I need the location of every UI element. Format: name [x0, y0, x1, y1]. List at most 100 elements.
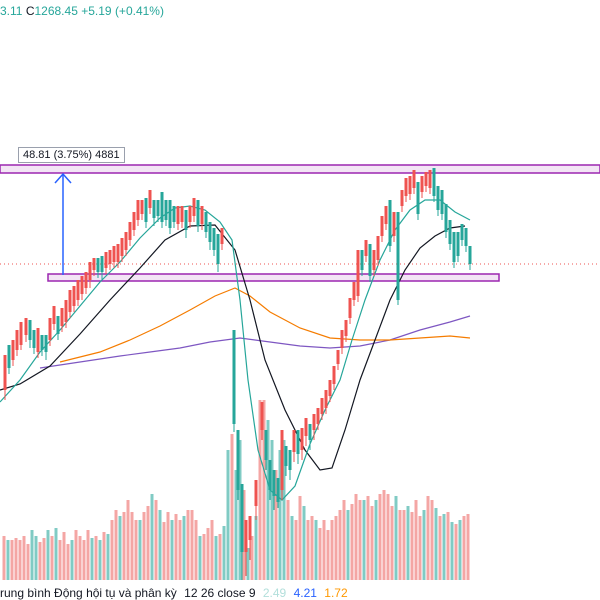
candle	[316, 408, 320, 430]
candle	[120, 238, 124, 262]
candle	[48, 318, 52, 346]
candle	[44, 335, 48, 360]
volume-bar	[146, 506, 150, 580]
candle	[424, 172, 428, 192]
candle	[384, 206, 388, 230]
volume-bar	[318, 528, 322, 580]
candle	[264, 430, 268, 470]
volume-bar	[194, 520, 198, 580]
close-value: 1268.45	[34, 4, 78, 18]
candle	[108, 250, 112, 270]
candle	[180, 206, 184, 228]
volume-bar	[206, 528, 210, 580]
candle	[236, 430, 240, 500]
volume-bar	[10, 540, 14, 580]
volume-bar	[410, 512, 414, 580]
candle	[124, 232, 128, 256]
volume-bar	[130, 512, 134, 580]
candle	[372, 250, 376, 276]
volume-bar	[58, 540, 62, 580]
volume-bar	[138, 520, 142, 580]
indicator-params: 12 26 close 9	[184, 586, 256, 600]
volume-bar	[290, 516, 294, 580]
candle	[72, 286, 76, 312]
candle	[400, 190, 404, 212]
volume-bar	[254, 516, 258, 580]
volume-bar	[14, 538, 18, 580]
candle	[188, 206, 192, 228]
candle	[52, 306, 56, 330]
volume-bar	[414, 500, 418, 580]
volume-bar	[198, 536, 202, 580]
candle	[468, 246, 472, 270]
volume-bar	[326, 530, 330, 580]
candle	[152, 200, 156, 226]
volume-bar	[2, 536, 6, 580]
ma-long-orange-line	[59, 287, 471, 363]
candle	[232, 330, 236, 432]
candle	[68, 290, 72, 318]
volume-bar	[270, 440, 274, 580]
volume-bar	[286, 500, 290, 580]
volume-bar	[266, 420, 270, 580]
candle	[88, 262, 92, 288]
volume-bar	[106, 534, 110, 580]
candle	[64, 300, 68, 328]
volume-bar	[426, 496, 430, 580]
volume-bar	[382, 490, 386, 580]
candle	[376, 236, 380, 266]
candle	[296, 430, 300, 464]
volume-bar	[42, 538, 46, 580]
candle	[140, 200, 144, 220]
measure-arrow[interactable]	[54, 172, 72, 275]
volume-bar	[354, 494, 358, 580]
candle	[412, 170, 416, 194]
candle	[172, 206, 176, 228]
candle	[288, 450, 292, 480]
macd-legend[interactable]: rung bình Động hội tụ và phân kỳ 12 26 c…	[0, 586, 352, 600]
candle	[36, 328, 40, 358]
volume-bar	[210, 520, 214, 580]
candle	[192, 198, 196, 222]
volume-bar	[74, 530, 78, 580]
candle	[304, 418, 308, 446]
volume-bar	[402, 510, 406, 580]
volume-bar	[274, 470, 278, 580]
volume-bar	[134, 520, 138, 580]
candle	[208, 222, 212, 250]
volume-bar	[306, 520, 310, 580]
candle	[284, 446, 288, 476]
ma-mid-black-line	[0, 224, 466, 471]
volume-bar	[294, 520, 298, 580]
volume-bar	[142, 512, 146, 580]
top-resistance-zone[interactable]	[0, 164, 600, 174]
candle	[312, 414, 316, 440]
volume-bar	[330, 520, 334, 580]
candle	[100, 256, 104, 280]
volume-bar	[98, 540, 102, 580]
volume-bar	[242, 490, 246, 580]
volume-bar	[234, 470, 238, 580]
volume-bar	[70, 540, 74, 580]
candle	[448, 220, 452, 250]
signal-value: 1.72	[324, 586, 348, 600]
candle	[254, 480, 258, 520]
volume-bar	[166, 512, 170, 580]
volume-bar	[390, 506, 394, 580]
candle	[184, 210, 188, 238]
volume-bar	[450, 522, 454, 580]
macd-value: 4.21	[293, 586, 317, 600]
candle	[128, 222, 132, 246]
volume-bar	[50, 536, 54, 580]
candle	[436, 186, 440, 216]
volume-bar	[350, 504, 354, 580]
bottom-support-zone[interactable]	[47, 273, 500, 282]
candle	[212, 228, 216, 256]
volume-bar	[226, 450, 230, 580]
volume-bar	[186, 510, 190, 580]
candle	[56, 316, 60, 340]
candle	[456, 232, 460, 262]
candle	[404, 178, 408, 202]
candle	[348, 298, 352, 324]
